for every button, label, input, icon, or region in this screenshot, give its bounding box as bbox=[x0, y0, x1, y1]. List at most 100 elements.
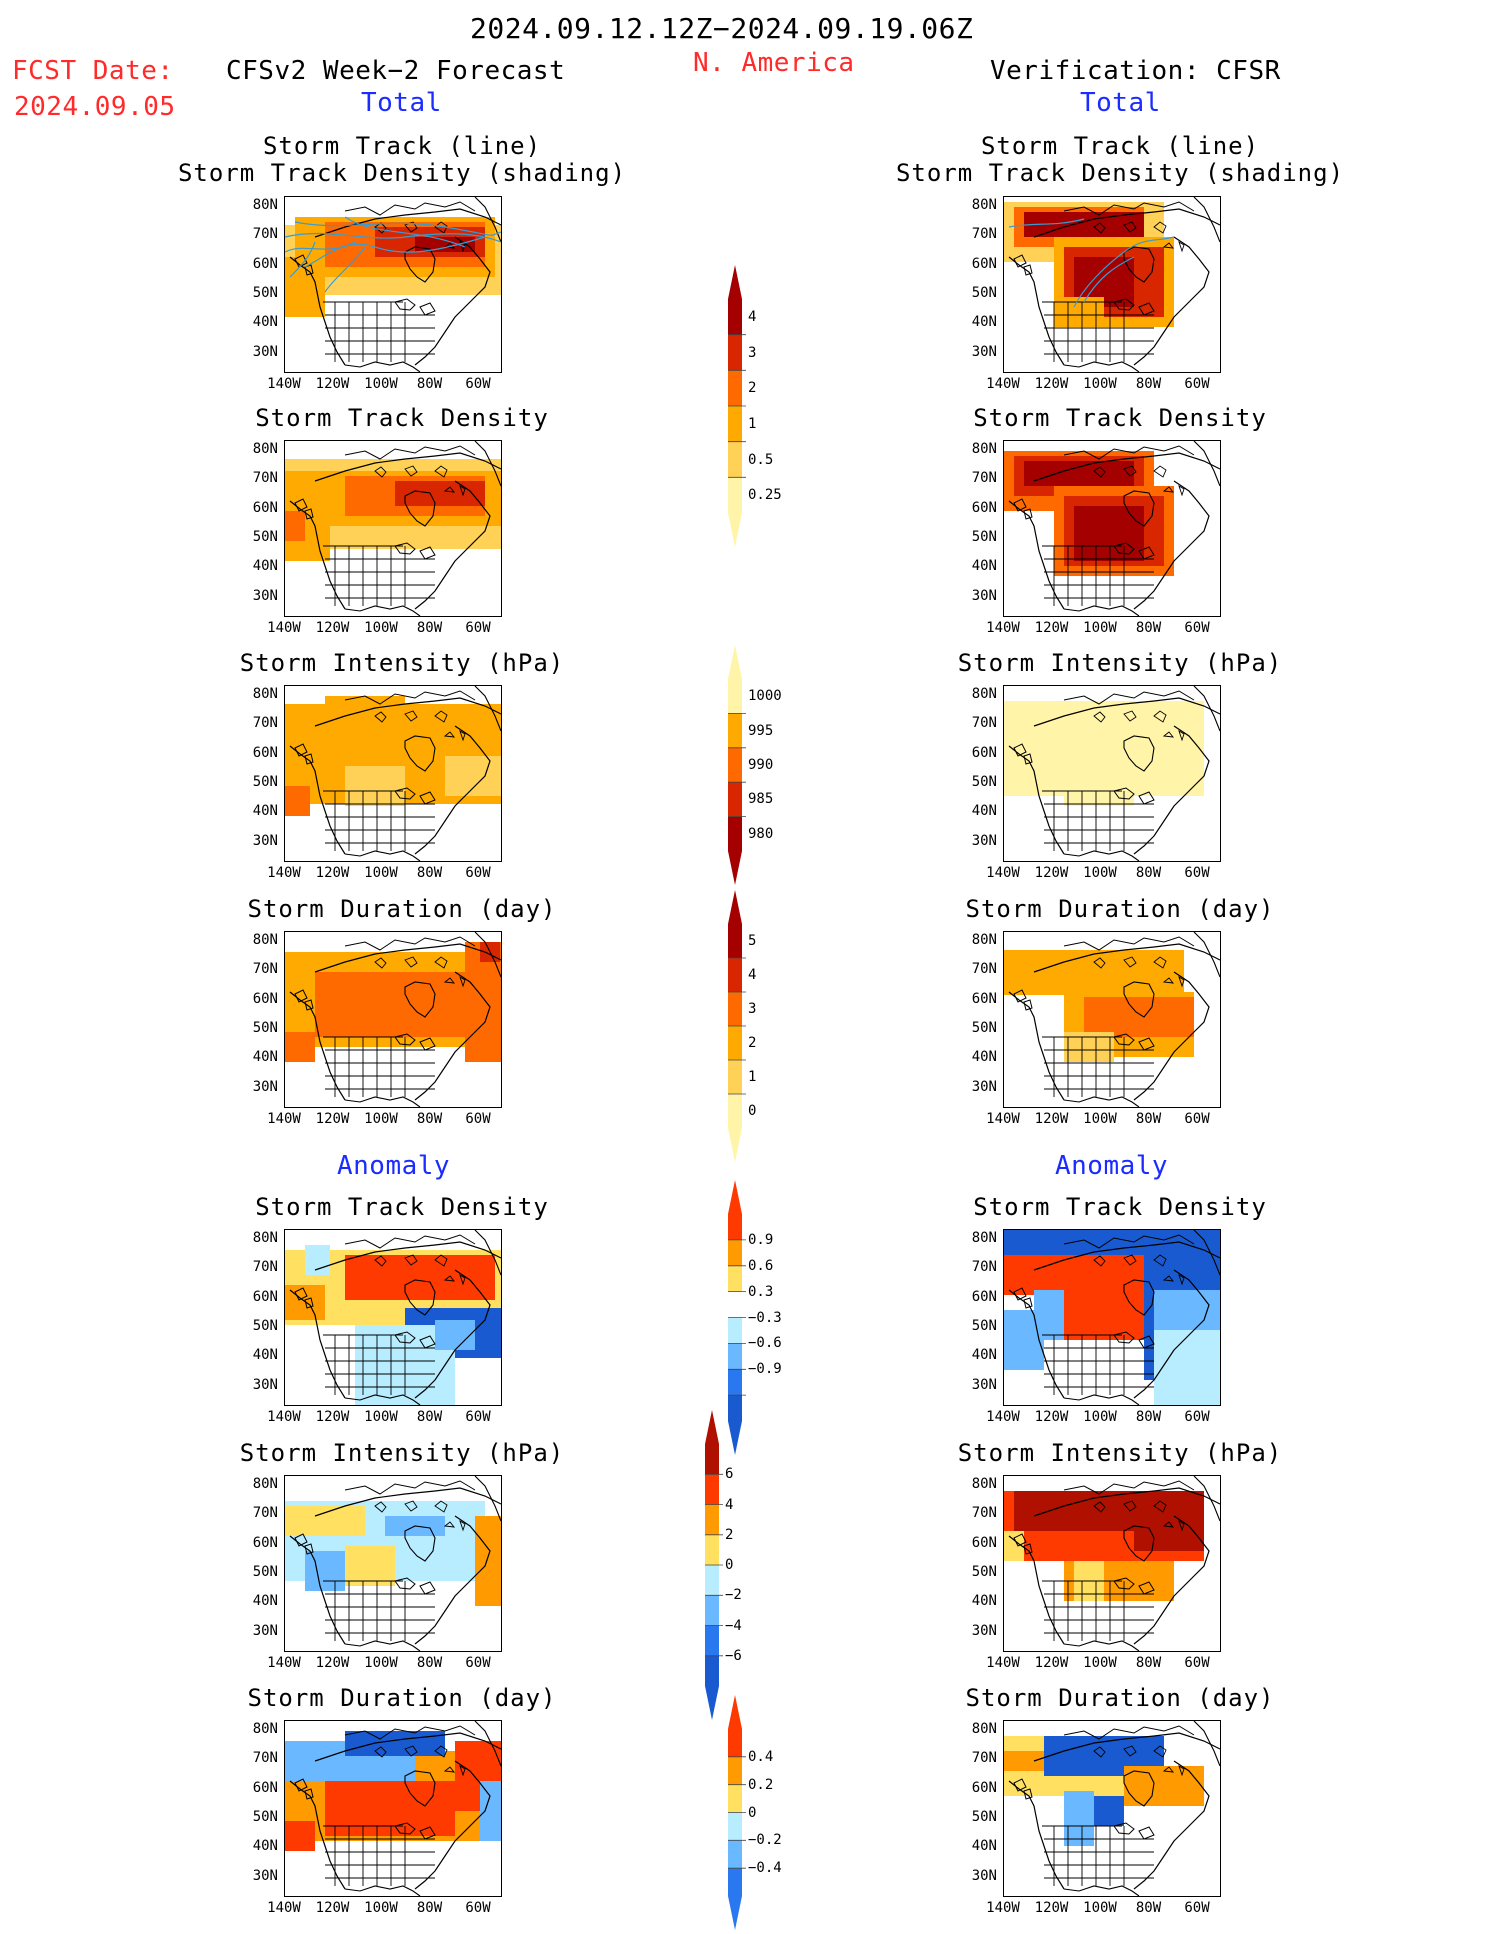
lon-tick-label: 140W bbox=[267, 1111, 301, 1127]
colorbar-label: −2 bbox=[725, 1587, 742, 1604]
colorbar-duration_anom bbox=[728, 1695, 746, 1930]
panel-title: Storm Duration (day) bbox=[247, 895, 557, 923]
lon-tick-label: 80W bbox=[1135, 376, 1162, 392]
colorbar-label: 3 bbox=[748, 344, 757, 361]
lon-tick-label: 120W bbox=[315, 1111, 350, 1127]
shade-region bbox=[285, 1506, 365, 1536]
colorbar-label: 0.4 bbox=[748, 1748, 774, 1765]
lat-tick-label: 60N bbox=[252, 1779, 278, 1796]
lat-tick-label: 80N bbox=[252, 1230, 278, 1246]
colorbar-label: 0 bbox=[725, 1557, 734, 1573]
lat-tick-label: 30N bbox=[252, 1078, 278, 1095]
lat-tick-label: 80N bbox=[971, 1721, 997, 1737]
colorbar-label: 995 bbox=[748, 722, 774, 739]
lon-tick-label: 120W bbox=[1034, 1111, 1069, 1127]
shade-region bbox=[435, 1320, 475, 1350]
lon-tick-label: 140W bbox=[986, 1655, 1020, 1671]
colorbar-label: −6 bbox=[725, 1647, 742, 1664]
lat-tick-label: 70N bbox=[252, 470, 278, 487]
lon-tick-label: 80W bbox=[416, 620, 443, 636]
lon-tick-label: 60W bbox=[1184, 865, 1210, 881]
lat-tick-label: 30N bbox=[971, 1867, 997, 1884]
lat-tick-label: 80N bbox=[252, 932, 278, 948]
lon-tick-label: 80W bbox=[416, 1900, 443, 1916]
lat-tick-label: 50N bbox=[971, 773, 997, 790]
lon-tick-label: 100W bbox=[1083, 865, 1117, 881]
colorbar-label: 1000 bbox=[748, 688, 782, 705]
colorbar-label: 0.3 bbox=[748, 1283, 774, 1300]
colorbar-label: 990 bbox=[748, 757, 774, 773]
lon-tick-label: 120W bbox=[1034, 1655, 1069, 1671]
lat-tick-label: 80N bbox=[252, 441, 278, 457]
shade-region bbox=[1124, 1766, 1204, 1806]
lon-tick-label: 140W bbox=[986, 1409, 1020, 1425]
shade-region bbox=[285, 786, 310, 816]
lat-tick-label: 30N bbox=[971, 587, 997, 604]
colorbar-label: −0.4 bbox=[748, 1860, 782, 1877]
lon-tick-label: 100W bbox=[1083, 1655, 1117, 1671]
colorbar-label: −4 bbox=[725, 1617, 742, 1634]
lat-tick-label: 30N bbox=[971, 832, 997, 849]
lon-tick-label: 100W bbox=[1083, 620, 1117, 636]
lat-tick-label: 70N bbox=[252, 715, 278, 732]
colorbar-label: 4 bbox=[748, 967, 757, 983]
shade-region bbox=[445, 756, 501, 796]
lat-tick-label: 30N bbox=[252, 587, 278, 604]
lat-tick-label: 30N bbox=[252, 343, 278, 360]
colorbar-label: 0.6 bbox=[748, 1257, 774, 1274]
lat-tick-label: 50N bbox=[252, 1563, 278, 1580]
lat-tick-label: 70N bbox=[971, 1259, 997, 1276]
lat-tick-label: 60N bbox=[252, 1288, 278, 1305]
lon-tick-label: 60W bbox=[1184, 1655, 1210, 1671]
lat-tick-label: 40N bbox=[971, 1347, 997, 1364]
lat-tick-label: 50N bbox=[252, 1317, 278, 1334]
lon-tick-label: 80W bbox=[1135, 1655, 1162, 1671]
lon-tick-label: 60W bbox=[465, 376, 491, 392]
colorbar-label: 3 bbox=[748, 1001, 757, 1017]
lon-tick-label: 80W bbox=[416, 1409, 443, 1425]
shade-region bbox=[345, 1255, 495, 1300]
panel-title: Storm Duration (day) bbox=[247, 1684, 557, 1712]
lat-tick-label: 30N bbox=[971, 1622, 997, 1639]
verification-title: Verification: CFSR bbox=[990, 56, 1281, 86]
lon-tick-label: 60W bbox=[465, 865, 491, 881]
lat-tick-label: 80N bbox=[971, 686, 997, 702]
forecast-density-map bbox=[284, 440, 502, 617]
lat-tick-label: 60N bbox=[252, 1534, 278, 1551]
forecast-intensity-map bbox=[284, 685, 502, 862]
lon-tick-label: 100W bbox=[364, 620, 398, 636]
lat-tick-label: 70N bbox=[971, 1750, 997, 1767]
lat-tick-label: 50N bbox=[971, 1563, 997, 1580]
panel-title: Storm Duration (day) bbox=[965, 895, 1275, 923]
storm-track-line bbox=[1073, 236, 1175, 308]
lat-tick-label: 30N bbox=[252, 832, 278, 849]
shade-region bbox=[1154, 1330, 1220, 1405]
lat-tick-label: 60N bbox=[971, 1288, 997, 1305]
lon-tick-label: 60W bbox=[465, 620, 491, 636]
shade-region bbox=[475, 1516, 501, 1606]
lat-tick-label: 40N bbox=[252, 1049, 278, 1066]
lat-tick-label: 60N bbox=[252, 990, 278, 1007]
lon-tick-label: 80W bbox=[1135, 620, 1162, 636]
verif-duration_a-map bbox=[1003, 1720, 1221, 1897]
verif-duration-map bbox=[1003, 931, 1221, 1108]
forecast-title: CFSv2 Week−2 Forecast bbox=[226, 56, 566, 86]
lon-tick-label: 120W bbox=[315, 1409, 350, 1425]
total-label-right: Total bbox=[1080, 88, 1161, 118]
lon-tick-label: 120W bbox=[315, 376, 350, 392]
lon-tick-label: 60W bbox=[1184, 1900, 1210, 1916]
lon-tick-label: 120W bbox=[1034, 1409, 1069, 1425]
shade-region bbox=[345, 1546, 395, 1586]
shade-region bbox=[1074, 506, 1144, 561]
lat-tick-label: 40N bbox=[252, 314, 278, 331]
lat-tick-label: 80N bbox=[971, 197, 997, 213]
lon-tick-label: 140W bbox=[986, 1111, 1020, 1127]
colorbar-label: −0.3 bbox=[748, 1309, 782, 1326]
fcst-label: FCST Date: bbox=[12, 56, 174, 86]
lon-tick-label: 120W bbox=[315, 620, 350, 636]
lat-tick-label: 50N bbox=[971, 1808, 997, 1825]
shade-region bbox=[305, 1245, 330, 1275]
lat-tick-label: 80N bbox=[971, 1476, 997, 1492]
lat-tick-label: 50N bbox=[971, 284, 997, 301]
lat-tick-label: 60N bbox=[971, 990, 997, 1007]
